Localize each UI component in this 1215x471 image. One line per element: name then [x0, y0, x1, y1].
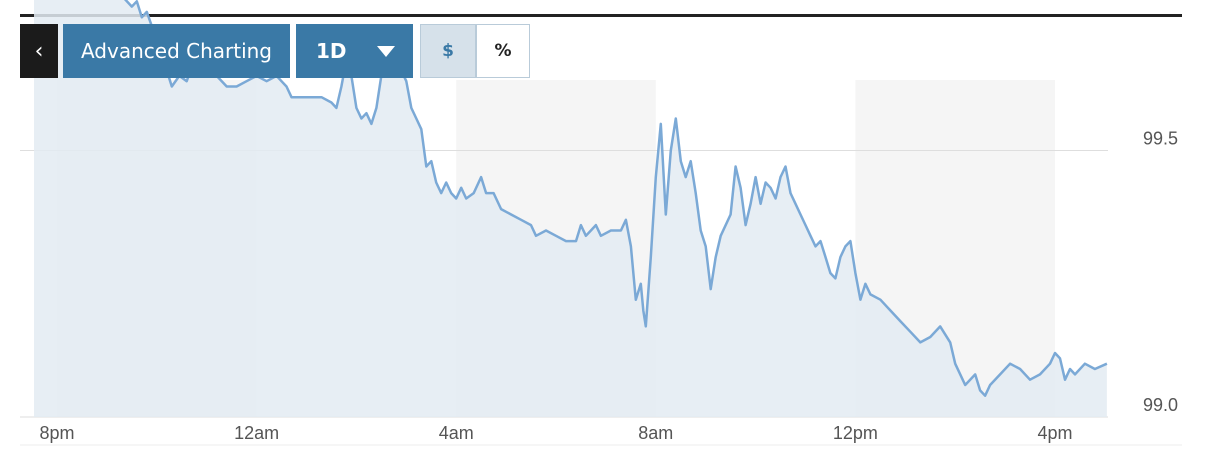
caret-down-icon — [377, 46, 395, 57]
y-tick-label: 99.5 — [1143, 129, 1178, 149]
price-area — [34, 0, 1107, 417]
dollar-label: $ — [442, 41, 454, 61]
x-tick-label: 4am — [439, 423, 474, 443]
back-button[interactable]: ‹ — [20, 24, 58, 78]
advanced-charting-button[interactable]: Advanced Charting — [63, 24, 290, 78]
x-tick-label: 8pm — [39, 423, 74, 443]
x-tick-label: 4pm — [1037, 423, 1072, 443]
dollar-toggle-button[interactable]: $ — [420, 24, 476, 78]
x-axis: 8pm 12am 4am 8am 12pm 4pm — [39, 423, 1072, 443]
y-axis: 100.099.599.0 — [1143, 129, 1178, 416]
top-rule — [20, 14, 1182, 17]
x-tick-label: 8am — [638, 423, 673, 443]
chevron-left-icon: ‹ — [34, 38, 44, 64]
advanced-charting-label: Advanced Charting — [80, 39, 273, 63]
percent-toggle-button[interactable]: % — [476, 24, 530, 78]
percent-label: % — [494, 41, 512, 61]
x-tick-label: 12pm — [833, 423, 878, 443]
x-tick-label: 12am — [234, 423, 279, 443]
price-line — [123, 0, 1108, 397]
y-tick-label: 99.0 — [1143, 395, 1178, 415]
period-label: 1D — [316, 39, 347, 63]
period-dropdown[interactable]: 1D — [296, 24, 413, 78]
